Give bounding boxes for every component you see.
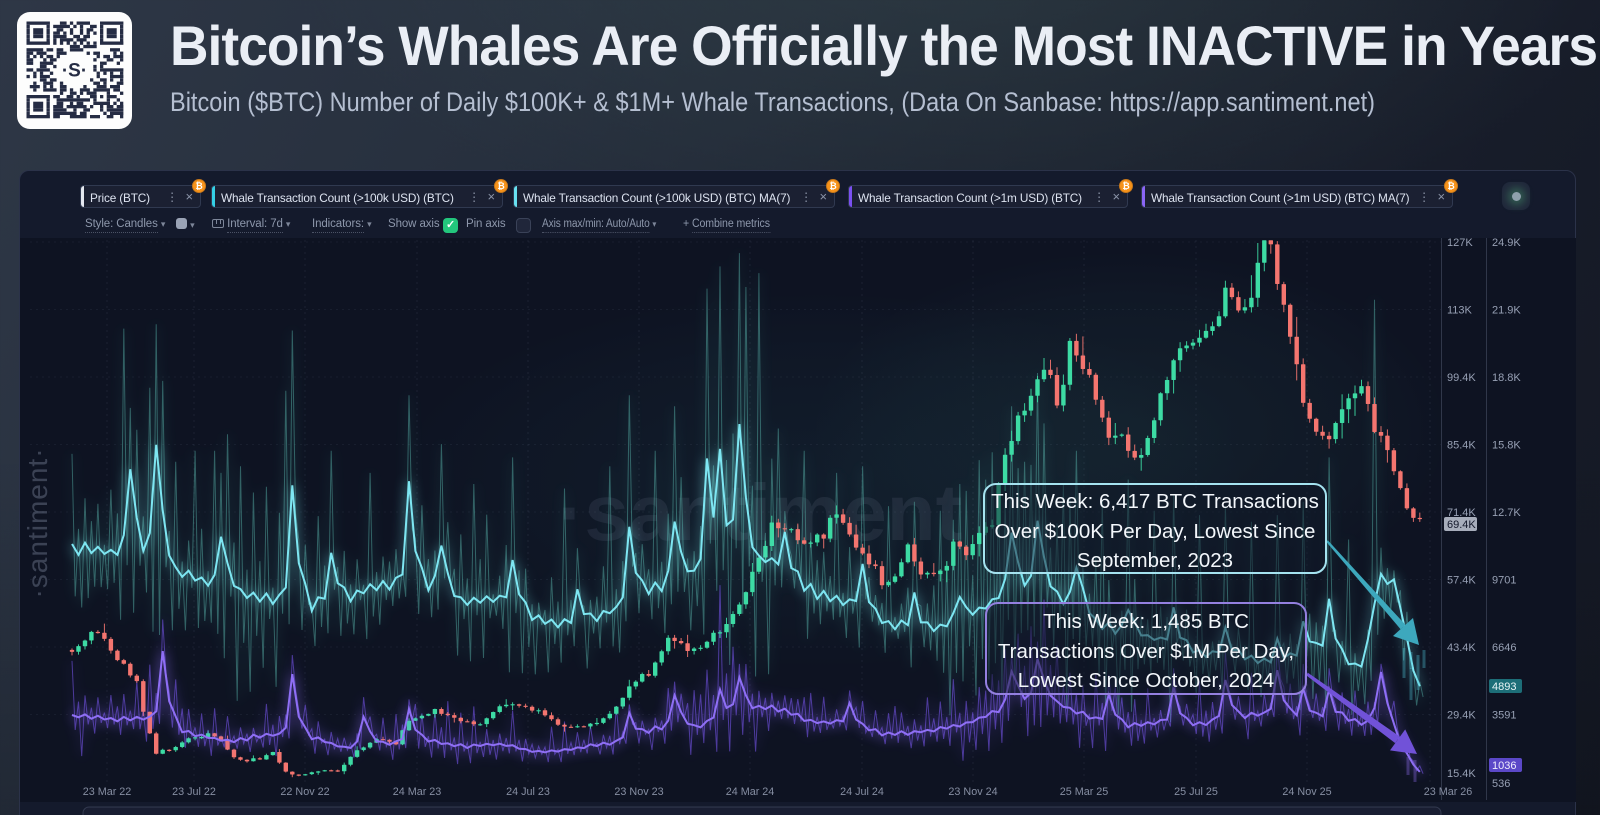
svg-text:24 Mar 24: 24 Mar 24	[726, 786, 775, 798]
svg-text:·S·: ·S·	[62, 61, 87, 82]
svg-text:23 Jul 22: 23 Jul 22	[172, 786, 216, 798]
svg-text:113K: 113K	[1447, 305, 1473, 317]
svg-text:15.8K: 15.8K	[1492, 440, 1521, 452]
svg-text:127K: 127K	[1447, 237, 1473, 249]
svg-text:85.4K: 85.4K	[1447, 440, 1476, 452]
svg-text:23 Mar 26: 23 Mar 26	[1424, 786, 1473, 798]
svg-text:29.4K: 29.4K	[1447, 710, 1476, 722]
svg-text:24.9K: 24.9K	[1492, 237, 1521, 249]
svg-text:21.9K: 21.9K	[1492, 305, 1521, 317]
svg-text:69.4K: 69.4K	[1447, 519, 1476, 531]
svg-text:·santiment·: ·santiment·	[22, 447, 53, 598]
svg-text:22 Nov 22: 22 Nov 22	[280, 786, 329, 798]
svg-text:18.8K: 18.8K	[1492, 372, 1521, 384]
svg-text:43.4K: 43.4K	[1447, 642, 1476, 654]
svg-text:3591: 3591	[1492, 710, 1516, 722]
svg-text:9701: 9701	[1492, 575, 1516, 587]
svg-text:23 Nov 23: 23 Nov 23	[614, 786, 663, 798]
svg-text:24 Jul 23: 24 Jul 23	[506, 786, 550, 798]
svg-text:23 Nov 24: 23 Nov 24	[948, 786, 997, 798]
svg-text:4893: 4893	[1492, 681, 1516, 693]
svg-text:23 Mar 22: 23 Mar 22	[83, 786, 132, 798]
svg-text:57.4K: 57.4K	[1447, 575, 1476, 587]
svg-text:25 Mar 25: 25 Mar 25	[1060, 786, 1109, 798]
svg-text:24 Jul 24: 24 Jul 24	[840, 786, 884, 798]
svg-text:99.4K: 99.4K	[1447, 372, 1476, 384]
svg-text:6646: 6646	[1492, 642, 1516, 654]
svg-text:71.4K: 71.4K	[1447, 507, 1476, 519]
svg-text:536: 536	[1492, 778, 1510, 790]
svg-text:15.4K: 15.4K	[1447, 768, 1476, 780]
svg-text:25 Jul 25: 25 Jul 25	[1174, 786, 1218, 798]
svg-text:12.7K: 12.7K	[1492, 507, 1521, 519]
svg-text:24 Mar 23: 24 Mar 23	[393, 786, 442, 798]
svg-text:24 Nov 25: 24 Nov 25	[1282, 786, 1331, 798]
svg-text:1036: 1036	[1492, 760, 1516, 772]
